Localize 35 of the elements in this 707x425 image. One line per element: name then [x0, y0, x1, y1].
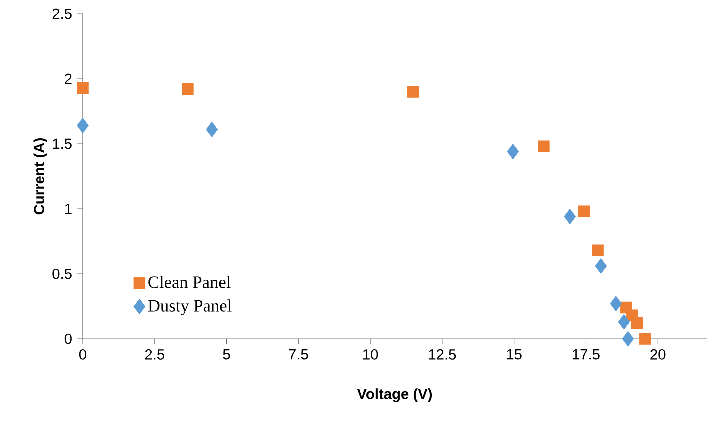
y-tick-label: 0.5: [52, 268, 72, 280]
x-tick-label: 20: [650, 350, 666, 360]
point: [610, 296, 622, 312]
point: [639, 333, 652, 345]
point: [564, 209, 576, 225]
x-tick-label: 0: [79, 350, 86, 360]
point: [182, 84, 194, 96]
x-axis-title: Voltage (V): [357, 388, 432, 402]
point: [538, 140, 550, 152]
x-tick-label: 10: [364, 350, 378, 360]
point: [622, 331, 634, 347]
x-tick-label: 5: [223, 350, 230, 360]
y-tick-label: 2.5: [52, 8, 72, 20]
legend-label: Clean Panel: [148, 276, 231, 288]
point: [592, 244, 604, 256]
y-tick-label: 0: [64, 334, 72, 344]
y-axis-title: Current (A): [34, 138, 48, 215]
x-tick-label: 15: [507, 350, 522, 360]
point: [77, 118, 89, 134]
x-tick-label: 17.5: [573, 350, 600, 360]
x-tick-label: 2.5: [145, 350, 164, 360]
y-tick-label: 2: [65, 74, 72, 84]
point: [206, 122, 218, 138]
point: [595, 258, 608, 274]
point: [631, 318, 643, 330]
point: [507, 144, 520, 160]
y-tick-label: 1.5: [53, 138, 72, 150]
point: [407, 86, 419, 98]
point: [618, 314, 630, 330]
x-tick-label: 12.5: [429, 350, 456, 360]
legend-label: Dusty Panel: [148, 300, 232, 316]
point: [578, 206, 590, 218]
point: [77, 82, 89, 94]
x-tick-label: 7.5: [289, 350, 308, 360]
y-tick-label: 1: [65, 204, 72, 214]
